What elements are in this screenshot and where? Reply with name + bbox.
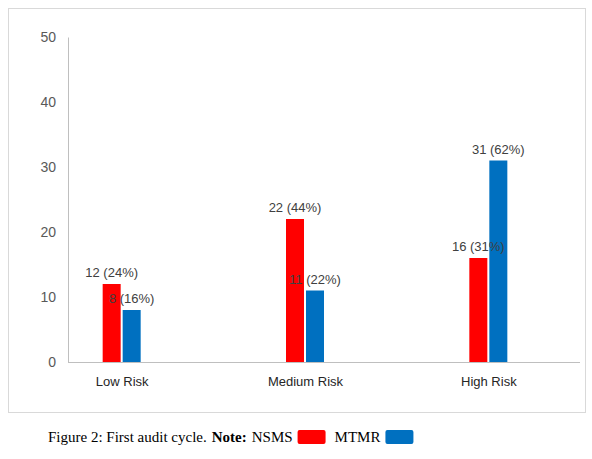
y-tick-label: 50 <box>40 29 56 45</box>
data-labels: 12 (24%) 22 (44%) 16 (31%) 8 (16%) 11 (22%) 3… <box>85 142 524 307</box>
chart-frame <box>9 9 586 413</box>
legend-label: NSMS <box>252 429 293 445</box>
bar <box>306 291 324 363</box>
x-tick: High Risk <box>461 362 517 389</box>
data-label: 12 (24%) <box>85 265 138 280</box>
x-axis: Low Risk Medium Risk High Risk <box>96 362 517 389</box>
y-tick-label: 30 <box>40 159 56 175</box>
x-tick-label: Low Risk <box>96 374 149 389</box>
y-tick: 40 <box>40 94 68 110</box>
data-label: 31 (62%) <box>472 142 525 157</box>
bar <box>489 161 507 363</box>
x-tick-label: Medium Risk <box>268 374 344 389</box>
x-tick: Low Risk <box>96 362 149 389</box>
y-tick: 30 <box>40 159 68 175</box>
legend-swatch <box>385 430 413 444</box>
data-label: 22 (44%) <box>269 200 322 215</box>
bar <box>286 219 304 362</box>
data-label: 8 (16%) <box>109 291 155 306</box>
y-tick: 10 <box>40 289 68 305</box>
bars <box>103 161 508 363</box>
bar <box>469 258 487 362</box>
annotation: Note: <box>212 429 247 445</box>
y-tick-label: 20 <box>40 224 56 240</box>
x-tick: Medium Risk <box>268 362 344 389</box>
bar <box>123 310 141 362</box>
chart-svg: 0 10 20 30 40 50 Low Risk Medium Risk High Risk 1… <box>0 0 592 459</box>
legend-label: MTMR <box>335 429 381 445</box>
y-axis: 0 10 20 30 40 50 <box>40 29 68 370</box>
title: Figure 2: First audit cycle. <box>48 429 207 445</box>
y-axis-line <box>68 38 69 363</box>
caption: Figure 2: First audit cycle. Note: NSMS MTM… <box>48 429 413 445</box>
y-tick-label: 10 <box>40 289 56 305</box>
data-label: 11 (22%) <box>289 272 341 287</box>
legend-swatch <box>298 430 326 444</box>
y-tick: 0 <box>48 354 68 370</box>
y-tick: 20 <box>40 224 68 240</box>
y-tick: 50 <box>40 29 68 45</box>
y-tick-label: 40 <box>40 94 56 110</box>
x-axis-line <box>68 362 580 363</box>
x-tick-label: High Risk <box>461 374 517 389</box>
y-tick-label: 0 <box>48 354 56 370</box>
data-label: 16 (31%) <box>452 239 505 254</box>
